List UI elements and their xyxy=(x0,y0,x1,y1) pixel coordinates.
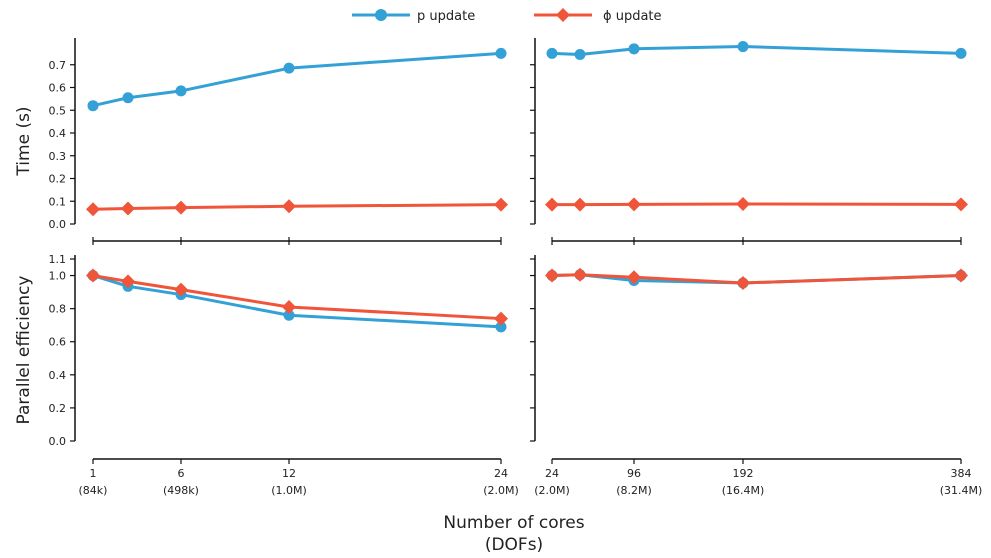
y-tick-label: 0.3 xyxy=(49,150,67,163)
xlabel-number-of-cores: Number of cores xyxy=(443,513,584,533)
point-phi-update xyxy=(86,268,100,283)
point-p-update xyxy=(737,41,749,53)
panels: 0.0 0.1 0.2 0.3 0.4 0.5 0.6 0.7 0.0 0.2 0.4 0.6 0.8 1… xyxy=(49,38,982,497)
point-phi-update xyxy=(736,275,750,290)
legend-item-p-update: p update xyxy=(352,9,475,24)
y-tick-label: 0.2 xyxy=(49,173,67,186)
legend: p update ϕ update xyxy=(352,8,662,24)
point-phi-update xyxy=(954,197,968,212)
series-line-p-update xyxy=(92,51,502,108)
panel-bottom-right: 24 (2.0M) 96 (8.2M) 192 (16.4M) 384 (31.4M) xyxy=(530,255,982,497)
y-tick-label: 0.0 xyxy=(49,218,67,231)
y-tick-label: 1.0 xyxy=(49,270,67,283)
point-phi-update xyxy=(627,270,641,285)
x-tick-dof-label: (8.2M) xyxy=(616,484,652,497)
x-tick-dof-label: (84k) xyxy=(79,484,108,497)
panel-top-right xyxy=(530,38,968,245)
point-phi-update xyxy=(545,268,559,283)
x-tick-dof-label: (16.4M) xyxy=(722,484,765,497)
x-tick-dof-label: (2.0M) xyxy=(483,484,519,497)
point-p-update xyxy=(574,49,586,61)
point-phi-update xyxy=(573,197,587,212)
legend-marker-circle xyxy=(375,9,387,21)
point-p-update xyxy=(283,309,295,321)
point-phi-update xyxy=(174,282,188,297)
point-p-update xyxy=(87,100,99,112)
panel-top-left: 0.0 0.1 0.2 0.3 0.4 0.5 0.6 0.7 xyxy=(49,38,508,245)
y-tick-label: 0.6 xyxy=(49,336,67,349)
point-phi-update xyxy=(121,274,135,289)
y-tick-label: 0.6 xyxy=(49,82,67,95)
ylabel-time: Time (s) xyxy=(14,106,34,176)
point-p-update xyxy=(955,47,967,59)
point-phi-update xyxy=(545,197,559,212)
xlabel-dofs: (DOFs) xyxy=(485,535,543,555)
point-p-update xyxy=(546,47,558,59)
x-tick-label: 96 xyxy=(627,467,641,480)
point-phi-update xyxy=(494,311,508,326)
point-p-update xyxy=(628,43,640,55)
ylabel-parallel-efficiency: Parallel efficiency xyxy=(14,276,34,425)
y-tick-label: 0.0 xyxy=(49,435,67,448)
y-tick-label: 1.1 xyxy=(49,253,67,266)
legend-label-p-update: p update xyxy=(417,9,475,24)
point-phi-update xyxy=(174,200,188,215)
point-p-update xyxy=(495,321,507,333)
point-phi-update xyxy=(573,267,587,282)
point-p-update xyxy=(495,47,507,59)
legend-label-phi-update: ϕ update xyxy=(603,9,662,24)
point-phi-update xyxy=(121,201,135,216)
y-tick-label: 0.2 xyxy=(49,402,67,415)
y-tick-label: 0.8 xyxy=(49,303,67,316)
series-line-p-update xyxy=(92,274,502,329)
y-tick-label: 0.4 xyxy=(49,127,67,140)
x-tick-dof-label: (498k) xyxy=(163,484,199,497)
point-phi-update xyxy=(86,202,100,217)
x-tick-dof-label: (31.4M) xyxy=(940,484,983,497)
x-tick-label: 24 xyxy=(545,467,559,480)
point-phi-update xyxy=(282,199,296,214)
point-phi-update xyxy=(282,299,296,314)
point-phi-update xyxy=(954,268,968,283)
point-phi-update xyxy=(494,197,508,212)
legend-marker-diamond xyxy=(556,8,570,22)
legend-item-phi-update: ϕ update xyxy=(534,8,662,24)
panel-bottom-left: 0.0 0.2 0.4 0.6 0.8 1.0 1.1 1 (84k) 6 (498k) 12 (1.0… xyxy=(49,253,519,497)
series-line-p-update xyxy=(551,45,962,57)
point-p-update xyxy=(283,62,295,74)
series-line-phi-update xyxy=(92,274,502,321)
x-tick-dof-label: (2.0M) xyxy=(534,484,570,497)
x-tick-label: 12 xyxy=(282,467,296,480)
x-tick-label: 1 xyxy=(90,467,97,480)
x-tick-label: 192 xyxy=(733,467,754,480)
x-tick-label: 24 xyxy=(494,467,508,480)
y-tick-label: 0.4 xyxy=(49,369,67,382)
point-p-update xyxy=(175,85,187,97)
series-line-phi-update xyxy=(92,203,502,211)
y-tick-label: 0.1 xyxy=(49,195,67,208)
x-tick-label: 6 xyxy=(178,467,185,480)
point-phi-update xyxy=(627,197,641,212)
x-tick-dof-label: (1.0M) xyxy=(271,484,307,497)
y-tick-label: 0.5 xyxy=(49,104,67,117)
x-tick-label: 384 xyxy=(951,467,972,480)
y-tick-label: 0.7 xyxy=(49,59,67,72)
series-line-phi-update xyxy=(552,202,962,207)
point-phi-update xyxy=(736,196,750,211)
point-p-update xyxy=(122,92,134,104)
